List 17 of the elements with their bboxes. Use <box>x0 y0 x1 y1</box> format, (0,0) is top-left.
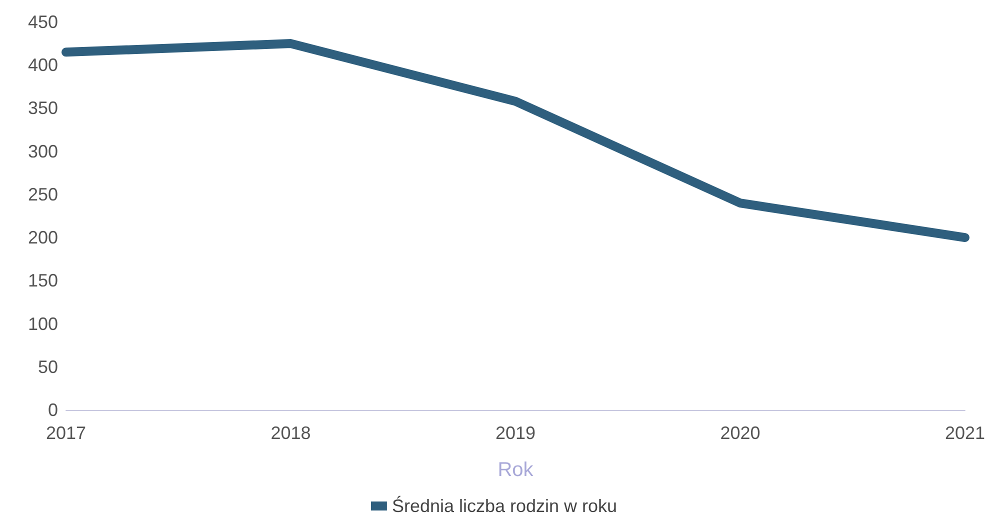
y-tick-label: 0 <box>48 400 58 420</box>
legend-label: Średnia liczba rodzin w roku <box>392 495 618 516</box>
y-tick-label: 150 <box>28 270 58 291</box>
x-tick-label: 2019 <box>495 423 536 443</box>
x-tick-label: 2021 <box>944 423 985 443</box>
x-tick-label: 2020 <box>720 423 760 443</box>
y-tick-label: 300 <box>28 141 58 162</box>
x-tick-label: 2017 <box>46 423 86 443</box>
y-tick-label: 50 <box>38 356 58 377</box>
y-tick-label: 100 <box>28 314 58 334</box>
y-tick-label: 200 <box>28 228 58 248</box>
y-tick-label: 400 <box>28 55 58 76</box>
y-tick-label: 350 <box>28 98 58 118</box>
y-tick-label: 250 <box>28 184 58 204</box>
x-axis-title: Rok <box>498 459 534 481</box>
y-tick-label: 450 <box>28 12 58 32</box>
x-tick-label: 2018 <box>270 423 311 443</box>
